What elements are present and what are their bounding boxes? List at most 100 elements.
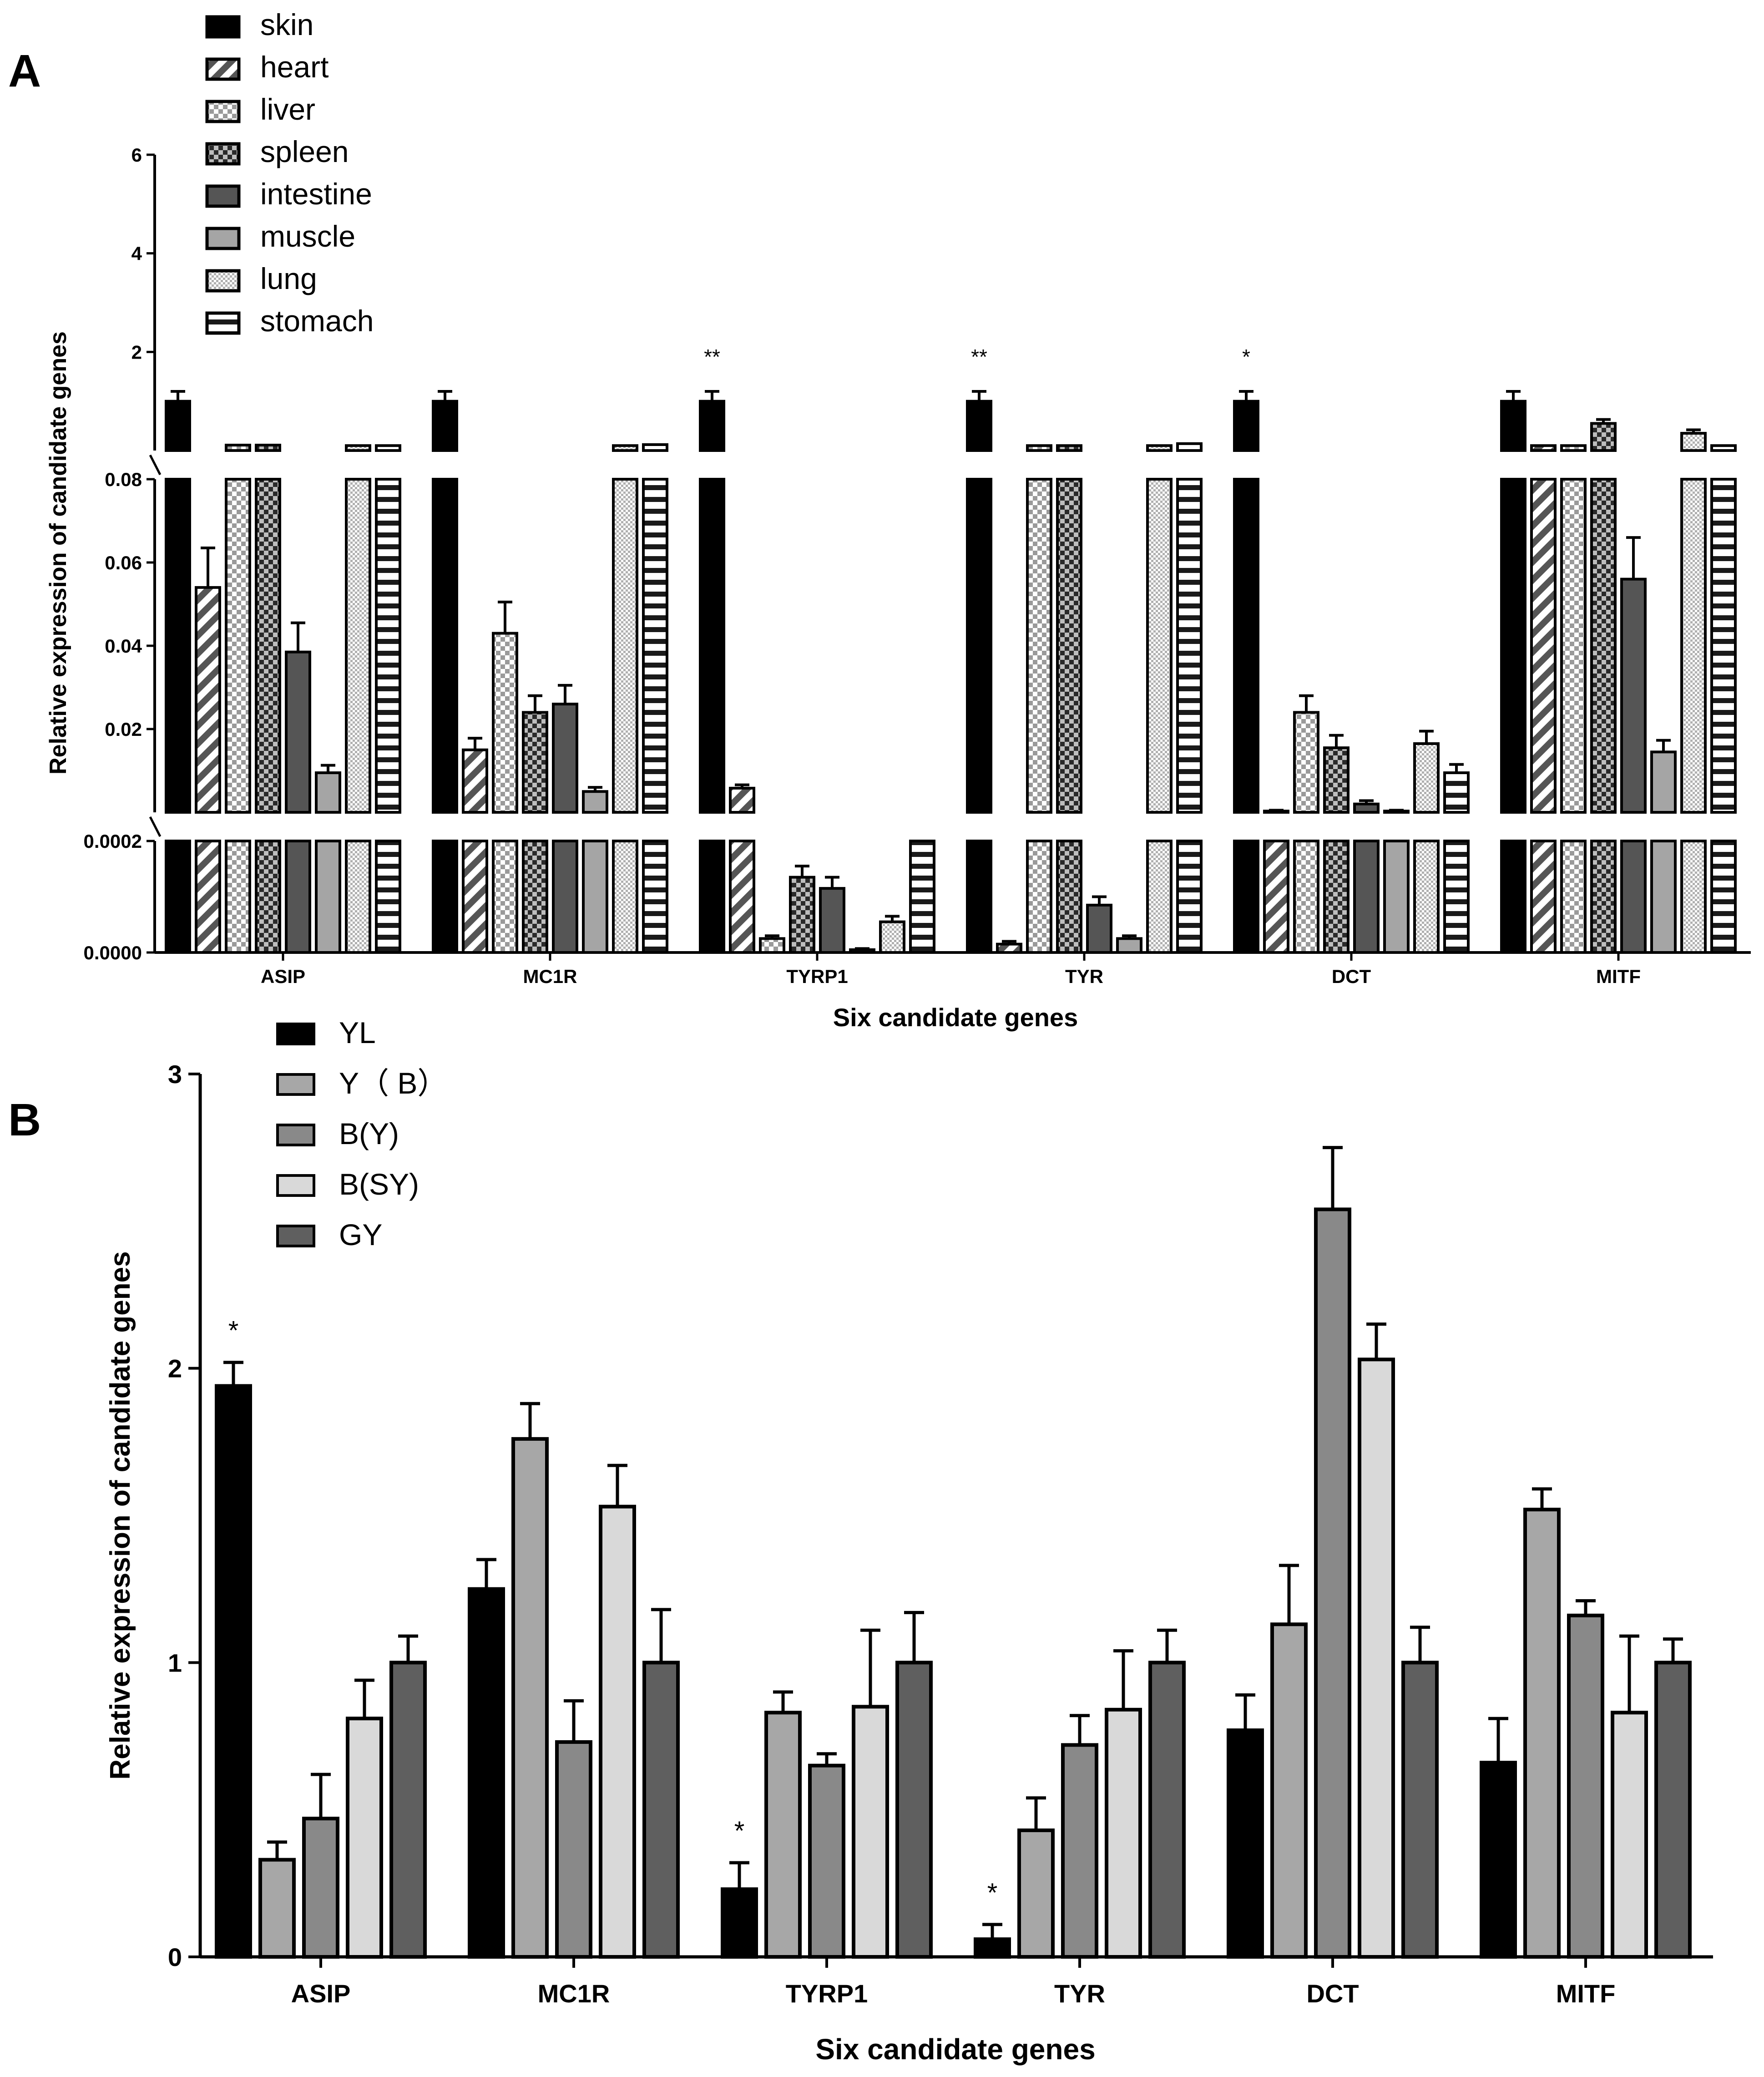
legend-label-y-b: Y（ B） <box>339 1066 447 1100</box>
axis-break-mark-2 <box>149 816 162 837</box>
bar-segment-low <box>819 887 845 954</box>
bar-b-y-asip <box>302 1773 339 1959</box>
bar-segment-mid <box>1233 478 1259 814</box>
bar-rect <box>895 1661 933 1959</box>
bar-stomach-tyr <box>1176 442 1203 954</box>
panel-b-chart: B YL Y（ B） B(Y) B(SY) GY 0 1 2 3 Relative expressi… <box>8 1016 1713 2066</box>
bar-segment-mid <box>582 790 608 814</box>
bar-spleen-dct <box>1323 734 1350 954</box>
bar-b-y-mitf <box>1567 1599 1604 1959</box>
x-tick-label-tyrp1: TYRP1 <box>786 966 848 987</box>
bar-rect <box>1567 1613 1604 1959</box>
bar-segment-low <box>285 840 311 954</box>
bar-rect <box>468 1587 505 1959</box>
bar-spleen-mc1r <box>522 694 548 954</box>
bar-segment-mid <box>1056 478 1082 814</box>
bar-liver-mc1r <box>492 600 518 954</box>
bar-segment-low <box>879 920 905 954</box>
legend-label-heart: heart <box>260 50 329 84</box>
legend-label-yl: YL <box>339 1016 376 1049</box>
bar-segment-low <box>759 937 785 954</box>
bar-segment-mid <box>1443 771 1470 814</box>
bar-spleen-tyrp1 <box>789 865 815 954</box>
bar-skin-tyr <box>966 390 992 954</box>
bar-segment-low <box>1026 840 1052 954</box>
y-tick-label-high-0: 2 <box>131 341 142 363</box>
bar-segment-low <box>1323 840 1350 954</box>
bar-rect <box>389 1661 427 1959</box>
bar-segment-low <box>462 840 488 954</box>
bar-stomach-dct <box>1443 763 1470 954</box>
bar-stomach-asip <box>375 444 401 954</box>
legend-swatch-b-sy <box>276 1174 315 1197</box>
bar-segment-low <box>729 840 755 954</box>
legend-swatch-intestine <box>205 184 241 208</box>
bar-rect <box>511 1437 549 1959</box>
bar-segment-high <box>1056 444 1082 452</box>
panel-letter-a: A <box>8 46 41 96</box>
bar-rect <box>1061 1743 1098 1959</box>
bar-y-b-tyrp1 <box>764 1690 802 1959</box>
bar-segment-low <box>909 840 935 954</box>
bar-segment-low <box>1233 840 1259 954</box>
legend-swatch-spleen <box>205 142 241 166</box>
bar-segment-mid <box>1026 478 1052 814</box>
legend-label-stomach: stomach <box>260 304 374 338</box>
bar-skin-tyrp1 <box>699 390 725 954</box>
bar-segment-mid <box>1650 750 1677 814</box>
x-tick-label-b-mitf: MITF <box>1556 1979 1616 2008</box>
legend-label-lung: lung <box>260 262 317 295</box>
bar-segment-high <box>699 400 725 452</box>
legend-swatch-skin <box>205 15 241 39</box>
bar-liver-mitf <box>1560 444 1587 954</box>
bar-segment-low <box>1443 840 1470 954</box>
bar-segment-low <box>996 942 1022 954</box>
bar-segment-mid <box>462 748 488 814</box>
legend-swatch-liver <box>205 100 241 123</box>
bar-segment-mid <box>1146 478 1173 814</box>
bar-heart-mitf <box>1530 444 1557 954</box>
bar-segment-low <box>432 840 458 954</box>
bar-segment-high <box>1680 432 1707 452</box>
bar-segment-mid <box>552 703 578 814</box>
bar-segment-high <box>1026 444 1052 452</box>
bar-yl-mc1r <box>468 1558 505 1959</box>
bar-muscle-tyr <box>1116 934 1142 954</box>
bar-spleen-tyr <box>1056 444 1082 954</box>
bar-segment-high <box>1176 442 1203 452</box>
bar-segment-high <box>432 400 458 452</box>
bar-y-b-tyr <box>1017 1796 1055 1959</box>
bar-segment-low <box>315 840 341 954</box>
bar-segment-mid <box>1293 711 1319 814</box>
bar-yl-mitf <box>1480 1717 1517 1959</box>
bar-b-sy-mitf <box>1611 1634 1648 1959</box>
bar-spleen-mitf <box>1590 418 1617 954</box>
bar-b-sy-tyr <box>1105 1649 1142 1959</box>
bar-lung-mitf <box>1680 428 1707 954</box>
bar-liver-asip <box>225 444 251 954</box>
bar-rect <box>346 1717 383 1959</box>
bar-liver-tyrp1 <box>759 934 785 954</box>
bar-intestine-mc1r <box>552 684 578 954</box>
bar-muscle-asip <box>315 764 341 954</box>
legend-swatch-y-b <box>276 1073 315 1096</box>
legend-label-spleen: spleen <box>260 135 349 168</box>
bar-heart-tyrp1 <box>729 783 755 954</box>
bar-segment-low <box>1413 840 1440 954</box>
bar-b-y-tyrp1 <box>808 1752 845 1959</box>
legend-label-gy: GY <box>339 1218 382 1251</box>
bar-segment-low <box>522 840 548 954</box>
bar-segment-low <box>1263 840 1289 954</box>
bar-segment-low <box>492 840 518 954</box>
bar-rect <box>852 1705 889 1959</box>
bar-segment-low <box>1560 840 1587 954</box>
y-tick-label-b-2: 2 <box>168 1354 182 1383</box>
bar-skin-mc1r <box>432 390 458 954</box>
y-tick-label-low-0: 0.0000 <box>84 942 142 963</box>
bar-rect <box>1314 1207 1351 1959</box>
bar-skin-asip <box>165 390 191 954</box>
bar-segment-high <box>1146 444 1173 452</box>
legend-swatch-heart <box>205 57 241 81</box>
bar-stomach-mitf <box>1710 444 1737 954</box>
bar-segment-mid <box>225 478 251 814</box>
